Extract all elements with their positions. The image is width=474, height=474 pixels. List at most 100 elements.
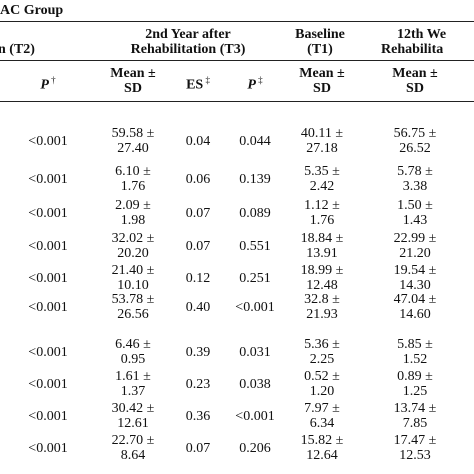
cell: 1.20 — [309, 384, 335, 399]
cell: <0.001 — [28, 271, 68, 286]
cell: 0.52 ± — [304, 369, 340, 384]
cell: 1.25 — [402, 384, 428, 399]
cell: 12.64 — [306, 448, 338, 463]
column-header: Mean ± — [110, 66, 156, 81]
cell: 17.47 ± — [393, 433, 437, 448]
cell: 1.76 — [309, 213, 335, 228]
column-header: P ‡ — [247, 73, 262, 93]
cell: <0.001 — [235, 409, 275, 424]
column-group-header: Rehabilita — [381, 42, 444, 57]
rule — [0, 21, 474, 22]
cell: 59.58 ± — [111, 126, 155, 141]
footnote-mark: ‡ — [255, 75, 263, 85]
header-text: ES — [186, 77, 204, 93]
cell: 53.78 ± — [111, 292, 155, 307]
cell: 1.61 ± — [115, 369, 151, 384]
cell: 27.40 — [117, 141, 149, 156]
cell: 6.46 ± — [115, 337, 151, 352]
cell: 0.89 ± — [397, 369, 433, 384]
cell: 32.02 ± — [111, 231, 155, 246]
column-group-header: Rehabilitation (T3) — [130, 42, 246, 57]
cell: 0.23 — [185, 377, 211, 392]
cell: 27.18 — [306, 141, 338, 156]
cell: <0.001 — [28, 172, 68, 187]
cell: 56.75 ± — [393, 126, 437, 141]
cell: 1.50 ± — [397, 198, 433, 213]
cell: 0.12 — [185, 271, 211, 286]
cell: 18.99 ± — [300, 263, 344, 278]
cell: 0.031 — [239, 345, 271, 360]
cell: 2.09 ± — [115, 198, 151, 213]
cell: 0.39 — [185, 345, 211, 360]
cell: 0.139 — [239, 172, 271, 187]
cell: 10.10 — [117, 278, 149, 293]
cell: 19.54 ± — [393, 263, 437, 278]
cell: 1.37 — [120, 384, 146, 399]
column-group-header: n (T2) — [0, 42, 35, 57]
cell: 0.206 — [239, 441, 271, 456]
rule — [0, 60, 474, 61]
cell: <0.001 — [28, 206, 68, 221]
cell: <0.001 — [28, 300, 68, 315]
footnote-mark: ‡ — [203, 75, 210, 85]
footnote-mark: † — [48, 75, 56, 85]
cell: 30.42 ± — [111, 401, 155, 416]
cell: 0.95 — [120, 352, 146, 367]
cell: 2.42 — [309, 179, 335, 194]
cell: 8.64 — [120, 448, 146, 463]
cell: 6.34 — [309, 416, 335, 431]
cell: 0.07 — [185, 206, 211, 221]
cell: 6.10 ± — [115, 164, 151, 179]
cell: 20.20 — [117, 246, 149, 261]
cell: 2.25 — [309, 352, 335, 367]
cell: <0.001 — [28, 239, 68, 254]
cell: <0.001 — [28, 345, 68, 360]
cell: 1.52 — [402, 352, 428, 367]
cell: 7.85 — [402, 416, 428, 431]
cell: 0.044 — [239, 134, 271, 149]
column-header: P † — [40, 73, 55, 93]
cell: 5.85 ± — [397, 337, 433, 352]
cell: 22.99 ± — [393, 231, 437, 246]
cell: 21.40 ± — [111, 263, 155, 278]
rule — [0, 101, 474, 102]
cell: 18.84 ± — [300, 231, 344, 246]
column-group-header: (T1) — [307, 42, 333, 57]
cell: <0.001 — [28, 409, 68, 424]
cell: 21.20 — [399, 246, 431, 261]
cell: 22.70 ± — [111, 433, 155, 448]
cell: 13.74 ± — [393, 401, 437, 416]
cell: 1.76 — [120, 179, 146, 194]
cell: 13.91 — [306, 246, 338, 261]
cell: 26.56 — [117, 307, 149, 322]
cell: 0.06 — [185, 172, 211, 187]
cell: 1.12 ± — [304, 198, 340, 213]
cell: 14.60 — [399, 307, 431, 322]
cell: <0.001 — [28, 441, 68, 456]
cell: 40.11 ± — [300, 126, 344, 141]
cell: 5.36 ± — [304, 337, 340, 352]
cell: 0.07 — [185, 239, 211, 254]
cell: <0.001 — [235, 300, 275, 315]
cell: 15.82 ± — [300, 433, 344, 448]
column-header: Mean ± — [392, 66, 438, 81]
column-group-header: 12th We — [397, 27, 447, 42]
cell: 0.089 — [239, 206, 271, 221]
cell: 0.251 — [239, 271, 271, 286]
cell: 0.04 — [185, 134, 211, 149]
cell: 12.53 — [399, 448, 431, 463]
cell: 12.61 — [117, 416, 149, 431]
cell: 7.97 ± — [304, 401, 340, 416]
cell: <0.001 — [28, 377, 68, 392]
header-text: P — [40, 77, 49, 93]
cell: 5.78 ± — [397, 164, 433, 179]
cell: 0.038 — [239, 377, 271, 392]
cell: 14.30 — [399, 278, 431, 293]
cell: 32.8 ± — [304, 292, 340, 307]
header-text: P — [247, 77, 256, 93]
column-header: Mean ± — [299, 66, 345, 81]
cell: 1.98 — [120, 213, 146, 228]
column-group-header: 2nd Year after — [145, 27, 231, 42]
cell: 12.48 — [306, 278, 338, 293]
cell: 47.04 ± — [393, 292, 437, 307]
